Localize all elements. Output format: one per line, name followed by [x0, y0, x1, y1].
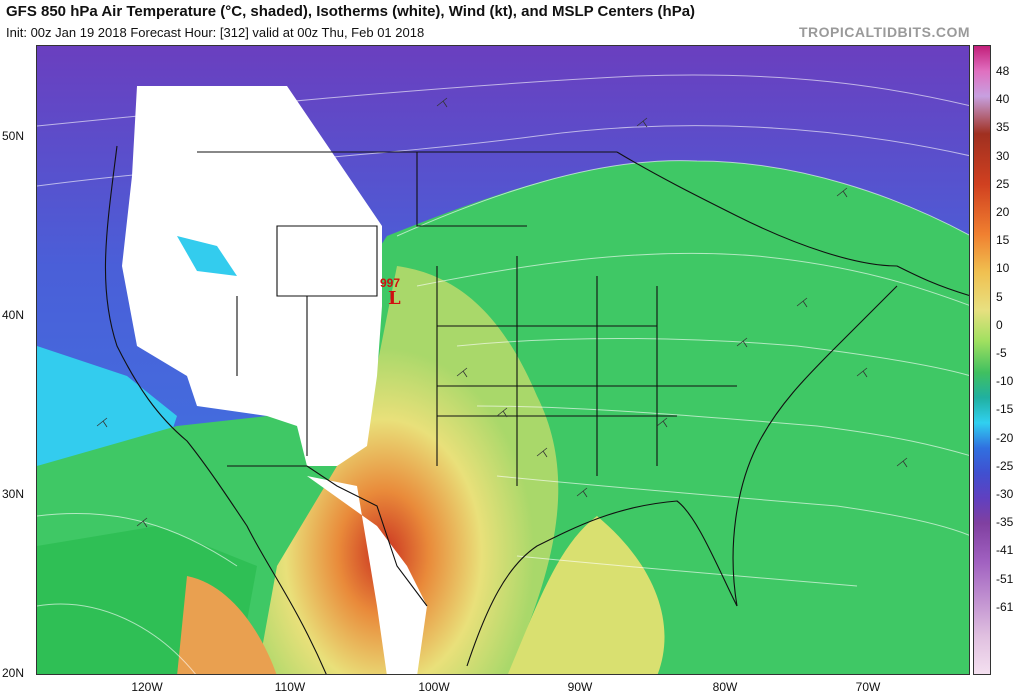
- colorbar-tick-label: -20: [996, 430, 1014, 445]
- colorbar-tick-label: -51: [996, 571, 1014, 586]
- pressure-low-marker: 997 L: [380, 276, 401, 309]
- colorbar-tick-label: -25: [996, 458, 1014, 473]
- lat-label-40n: 40N: [2, 308, 25, 322]
- warm-gulf: [507, 516, 665, 674]
- political-boundaries: [104, 145, 969, 674]
- mexico-terrain-mask: [307, 476, 427, 674]
- colorbar-tick-label: 30: [996, 148, 1010, 163]
- colorbar-tick-label: 10: [996, 261, 1010, 276]
- temperature-field: [37, 46, 969, 674]
- colorbar-tick-label: 25: [996, 176, 1010, 191]
- lat-label-50n: 50N: [2, 129, 25, 143]
- wind-barbs: [96, 97, 908, 528]
- cyan-patch: [177, 236, 237, 276]
- colorbar-tick-label: -35: [996, 515, 1014, 530]
- lon-label-90w: 90W: [567, 680, 593, 694]
- warm-mexico-west: [177, 576, 277, 674]
- pressure-low-value: 997: [380, 276, 401, 290]
- weather-map: [36, 45, 970, 675]
- colorbar-tick-label: -5: [996, 346, 1007, 360]
- pressure-low-letter: L: [388, 288, 401, 309]
- colorbar-tick-label: -15: [996, 402, 1014, 417]
- colorbar-tick-label: 35: [996, 120, 1010, 135]
- colorbar-tick-label: -10: [996, 374, 1014, 389]
- lon-label-70w: 70W: [855, 680, 881, 694]
- lat-label-30n: 30N: [2, 487, 25, 501]
- temperature-colorbar: [973, 45, 991, 675]
- isotherms: [37, 74, 969, 674]
- lon-label-100w: 100W: [418, 680, 450, 694]
- colorbar-tick-label: 0: [996, 317, 1003, 332]
- lat-label-20n: 20N: [2, 666, 25, 680]
- map-subtitle: Init: 00z Jan 19 2018 Forecast Hour: [31…: [6, 25, 425, 40]
- colorbar-tick-label: 20: [996, 205, 1010, 219]
- colorbar-tick-label: 48: [996, 64, 1010, 78]
- lon-label-110w: 110W: [274, 680, 306, 694]
- colorbar-tick-label: -61: [996, 599, 1014, 614]
- colorbar-tick-label: 40: [996, 92, 1010, 107]
- lon-label-80w: 80W: [712, 680, 738, 694]
- high-terrain-mask: [122, 86, 382, 466]
- colorbar-tick-label: 15: [996, 233, 1010, 248]
- warm-plume: [257, 266, 559, 674]
- map-title: GFS 850 hPa Air Temperature (°C, shaded)…: [6, 3, 696, 20]
- lon-label-120w: 120W: [131, 680, 163, 694]
- brand-watermark: TROPICALTIDBITS.COM: [798, 24, 970, 40]
- colorbar-tick-label: -41: [996, 543, 1014, 558]
- colorbar-tick-label: -30: [996, 487, 1014, 501]
- colorbar-tick-label: 5: [996, 289, 1003, 304]
